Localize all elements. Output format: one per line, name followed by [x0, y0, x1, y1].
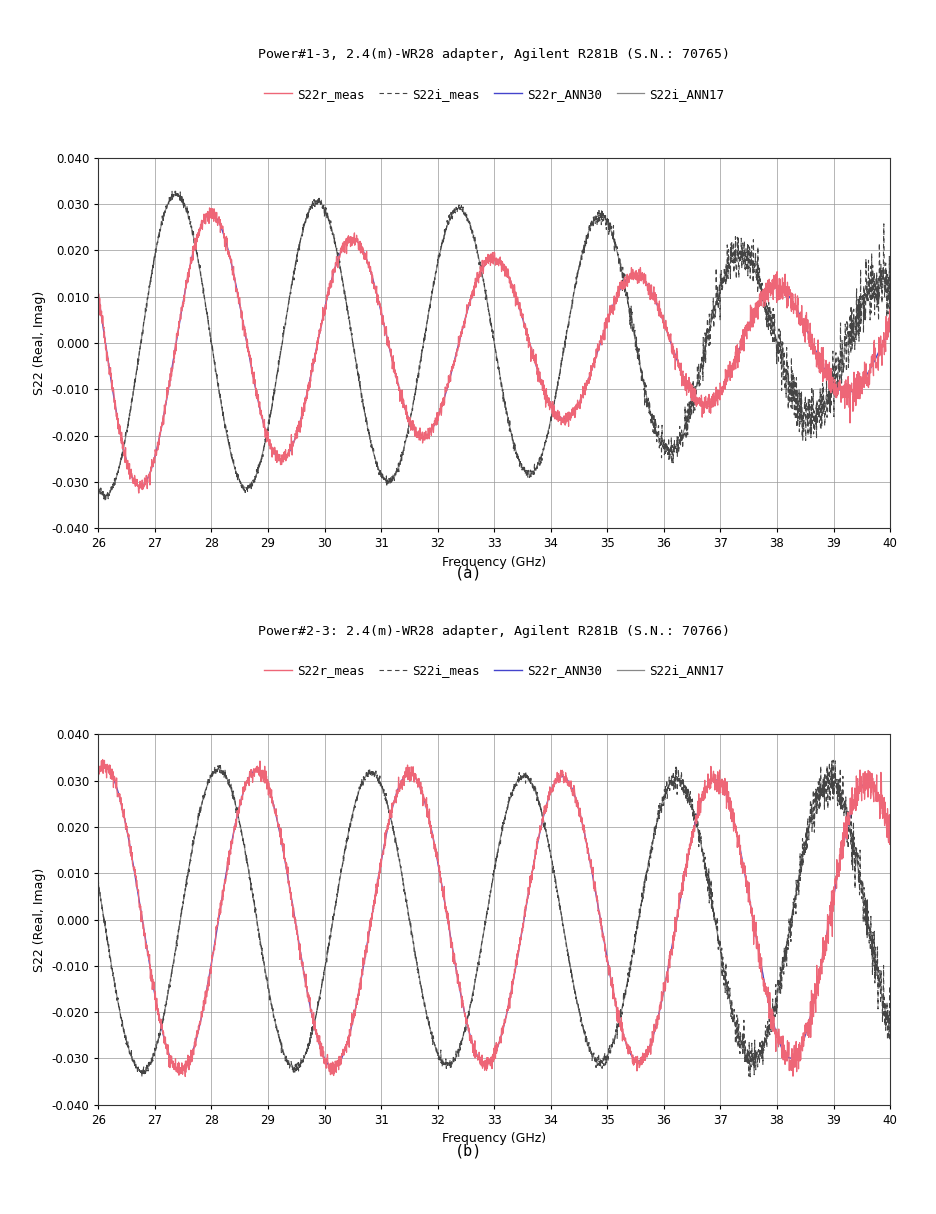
Text: Power#2-3: 2.4(m)-WR28 adapter, Agilent R281B (S.N.: 70766): Power#2-3: 2.4(m)-WR28 adapter, Agilent …	[258, 625, 729, 637]
S22r_ANN30	[205, 206, 216, 221]
S22i_ANN17	[183, 861, 195, 875]
S22i_meas	[869, 961, 880, 976]
S22r_meas	[230, 282, 241, 296]
S22i_meas	[230, 465, 241, 480]
Line: S22i_ANN17: S22i_ANN17	[98, 770, 889, 1072]
S22r_meas	[97, 753, 109, 767]
X-axis label: Frequency (GHz): Frequency (GHz)	[442, 556, 546, 568]
S22r_meas	[133, 486, 144, 500]
S22i_ANN17	[99, 488, 110, 503]
S22r_meas	[397, 777, 408, 792]
S22i_meas	[431, 260, 442, 274]
S22r_meas	[397, 391, 408, 405]
S22r_meas	[183, 265, 195, 279]
S22i_meas	[183, 863, 195, 878]
Legend: S22r_meas, S22i_meas, S22r_ANN30, S22i_ANN17: S22r_meas, S22i_meas, S22r_ANN30, S22i_A…	[259, 659, 728, 682]
S22i_meas	[136, 1070, 147, 1084]
S22i_meas	[170, 183, 182, 198]
S22r_meas	[869, 341, 880, 356]
S22i_meas	[869, 279, 880, 294]
Line: S22i_meas: S22i_meas	[98, 760, 889, 1077]
S22i_ANN17	[170, 187, 182, 202]
S22i_meas	[431, 1045, 442, 1060]
S22r_ANN30	[230, 279, 241, 294]
S22r_meas	[431, 413, 442, 427]
S22r_meas	[183, 1053, 195, 1067]
S22i_meas	[397, 446, 408, 460]
S22i_ANN17	[230, 800, 241, 815]
S22r_ANN30	[183, 1054, 195, 1068]
S22i_ANN17	[137, 1065, 148, 1079]
S22r_ANN30	[174, 1063, 185, 1078]
X-axis label: Frequency (GHz): Frequency (GHz)	[442, 1133, 546, 1145]
S22r_ANN30	[98, 760, 110, 775]
S22i_meas	[230, 805, 241, 819]
Line: S22i_ANN17: S22i_ANN17	[98, 194, 889, 495]
S22i_meas	[396, 872, 407, 886]
Line: S22i_meas: S22i_meas	[98, 191, 889, 500]
S22r_meas	[93, 768, 104, 783]
S22i_meas	[183, 209, 195, 223]
S22r_ANN30	[884, 830, 895, 845]
S22i_ANN17	[397, 446, 408, 460]
S22i_ANN17	[884, 278, 895, 293]
S22r_ANN30	[397, 772, 408, 787]
S22i_ANN17	[230, 465, 241, 480]
S22i_ANN17	[397, 872, 408, 886]
S22r_meas	[431, 851, 442, 866]
S22i_meas	[783, 373, 795, 387]
S22i_ANN17	[183, 212, 195, 227]
S22i_meas	[783, 926, 795, 941]
S22r_meas	[783, 287, 795, 301]
S22i_ANN17	[869, 277, 880, 291]
Line: S22r_meas: S22r_meas	[98, 208, 889, 493]
S22i_ANN17	[884, 1022, 895, 1037]
S22r_ANN30	[431, 850, 442, 864]
S22i_ANN17	[783, 920, 795, 935]
S22i_ANN17	[431, 260, 442, 274]
S22r_meas	[93, 293, 104, 307]
S22r_ANN30	[135, 480, 146, 494]
Text: (b): (b)	[454, 1144, 482, 1158]
S22r_ANN30	[884, 322, 895, 336]
S22i_ANN17	[212, 762, 224, 777]
S22r_ANN30	[431, 412, 442, 426]
S22r_ANN30	[230, 813, 241, 828]
S22i_meas	[93, 481, 104, 495]
Text: Power#1-3, 2.4(m)-WR28 adapter, Agilent R281B (S.N.: 70765): Power#1-3, 2.4(m)-WR28 adapter, Agilent …	[258, 49, 729, 61]
S22r_ANN30	[869, 782, 880, 796]
S22r_meas	[884, 325, 895, 340]
S22i_meas	[884, 1027, 895, 1042]
S22r_meas	[869, 778, 880, 793]
S22r_meas	[783, 1054, 795, 1068]
Line: S22r_ANN30: S22r_ANN30	[98, 767, 889, 1071]
S22r_ANN30	[93, 289, 104, 304]
S22r_meas	[204, 200, 215, 215]
S22i_meas	[93, 873, 104, 887]
S22i_ANN17	[93, 877, 104, 891]
Legend: S22r_meas, S22i_meas, S22r_ANN30, S22i_ANN17: S22r_meas, S22i_meas, S22r_ANN30, S22i_A…	[259, 83, 728, 106]
S22r_ANN30	[397, 393, 408, 408]
Text: (a): (a)	[454, 566, 482, 580]
S22i_ANN17	[783, 378, 795, 392]
S22r_ANN30	[869, 352, 880, 367]
S22i_meas	[99, 493, 110, 507]
S22i_meas	[826, 753, 838, 767]
S22i_ANN17	[869, 954, 880, 969]
S22r_ANN30	[183, 263, 195, 278]
S22r_meas	[884, 834, 895, 849]
S22r_meas	[180, 1070, 191, 1084]
Line: S22r_meas: S22r_meas	[98, 760, 889, 1077]
S22i_meas	[884, 306, 895, 320]
Y-axis label: S22 (Real, Imag): S22 (Real, Imag)	[33, 291, 46, 395]
S22i_ANN17	[431, 1044, 442, 1059]
Line: S22r_ANN30: S22r_ANN30	[98, 214, 889, 487]
S22r_ANN30	[783, 290, 795, 305]
S22r_meas	[230, 819, 241, 834]
S22r_ANN30	[93, 764, 104, 778]
S22r_ANN30	[783, 1050, 795, 1065]
S22i_ANN17	[93, 481, 104, 495]
Y-axis label: S22 (Real, Imag): S22 (Real, Imag)	[33, 868, 46, 971]
